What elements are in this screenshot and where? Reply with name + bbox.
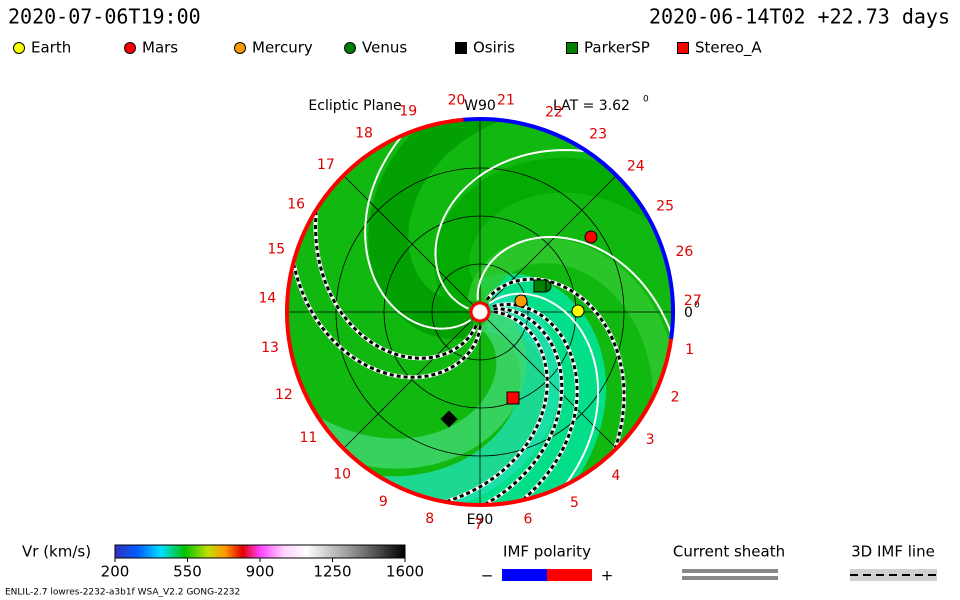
imf-polarity-title: IMF polarity bbox=[503, 543, 591, 561]
legend-label: Mercury bbox=[252, 39, 313, 57]
right-label: 0 bbox=[684, 305, 693, 321]
radial-line bbox=[479, 175, 617, 313]
sector-label: 2 bbox=[671, 390, 680, 406]
sheath-line bbox=[476, 236, 673, 496]
sector-label: 7 bbox=[474, 517, 483, 533]
sheath-line bbox=[423, 292, 600, 505]
radial-line bbox=[343, 311, 481, 449]
legend-marker bbox=[13, 42, 25, 54]
legend-marker bbox=[344, 42, 356, 54]
footer: ENLIL-2.7 lowres-2232-a3b1f WSA_V2.2 GON… bbox=[5, 588, 240, 598]
sector-label: 4 bbox=[612, 468, 621, 484]
sector-label: 22 bbox=[545, 104, 563, 120]
imf-line bbox=[379, 307, 564, 505]
sector-label: 8 bbox=[425, 511, 434, 527]
sheath-line bbox=[364, 119, 547, 330]
sector-label: 19 bbox=[399, 103, 417, 119]
imf-line bbox=[424, 302, 579, 505]
sector-label: 16 bbox=[287, 196, 305, 212]
sector-label: 25 bbox=[656, 199, 674, 215]
imf-negative-swatch bbox=[502, 569, 547, 581]
sector-label: 6 bbox=[523, 512, 532, 528]
sun bbox=[469, 301, 491, 323]
colorbar bbox=[114, 544, 406, 559]
imf-positive-swatch bbox=[547, 569, 592, 581]
sector-label: 11 bbox=[299, 430, 317, 446]
imf-line bbox=[338, 310, 549, 505]
body-marker bbox=[533, 279, 547, 293]
body-marker bbox=[571, 304, 585, 318]
right-degree: 0 bbox=[694, 301, 700, 311]
legend-label: Venus bbox=[362, 39, 407, 57]
top-label: W90 bbox=[464, 98, 496, 114]
legend-label: Osiris bbox=[473, 39, 515, 57]
legend-label: Mars bbox=[142, 39, 178, 57]
plot-title: Ecliptic Plane bbox=[308, 98, 401, 114]
body-marker bbox=[514, 294, 528, 308]
imf-negative: − bbox=[481, 567, 494, 585]
radial-line bbox=[343, 175, 481, 313]
colorbar-tick-label: 200 bbox=[101, 563, 130, 581]
sector-label: 10 bbox=[333, 466, 351, 482]
colorbar-tick-label: 900 bbox=[246, 563, 275, 581]
colorbar-tick-label: 1600 bbox=[386, 563, 424, 581]
legend-marker bbox=[234, 42, 246, 54]
model-time: 2020-07-06T19:00 bbox=[8, 5, 201, 29]
sector-label: 3 bbox=[646, 432, 655, 448]
sector-label: 14 bbox=[259, 290, 277, 306]
body-marker bbox=[440, 410, 458, 428]
legend-marker bbox=[124, 42, 136, 54]
bottom-label: E90 bbox=[467, 512, 494, 528]
run-time: 2020-06-14T02 +22.73 days bbox=[649, 5, 950, 29]
sector-label: 20 bbox=[448, 92, 466, 108]
sector-label: 5 bbox=[570, 495, 579, 511]
colorbar-tick-label: 1250 bbox=[313, 563, 351, 581]
sector-label: 27 bbox=[684, 293, 702, 309]
lat-degree: 0 bbox=[643, 95, 649, 105]
sector-label: 23 bbox=[589, 127, 607, 143]
legend-marker bbox=[455, 42, 467, 54]
colorbar-tick-label: 550 bbox=[173, 563, 202, 581]
legend-label: Stereo_A bbox=[695, 39, 762, 58]
sector-label: 1 bbox=[685, 342, 694, 358]
sector-label: 18 bbox=[355, 125, 373, 141]
sector-label: 26 bbox=[675, 244, 693, 260]
polarity-arc bbox=[463, 117, 675, 340]
imf-line-title: 3D IMF line bbox=[851, 543, 935, 561]
sector-label: 15 bbox=[267, 242, 285, 258]
legend-label: Earth bbox=[31, 39, 71, 57]
sector-label: 21 bbox=[497, 93, 515, 109]
colorbar-label: Vr (km/s) bbox=[22, 543, 91, 561]
legend-marker bbox=[677, 42, 689, 54]
lat-label: LAT = 3.62 bbox=[553, 98, 630, 114]
legend-marker bbox=[566, 42, 578, 54]
sector-label: 12 bbox=[275, 387, 293, 403]
current-sheath-title: Current sheath bbox=[673, 543, 785, 561]
sector-label: 13 bbox=[261, 340, 279, 356]
body-marker bbox=[584, 230, 598, 244]
sector-label: 17 bbox=[317, 157, 335, 173]
legend-label: ParkerSP bbox=[584, 39, 650, 57]
imf-positive: + bbox=[601, 567, 614, 585]
flow-band bbox=[434, 157, 673, 320]
body-marker bbox=[506, 391, 520, 405]
sector-label: 9 bbox=[379, 494, 388, 510]
sector-label: 24 bbox=[627, 159, 645, 175]
polarity-arc bbox=[285, 117, 674, 507]
